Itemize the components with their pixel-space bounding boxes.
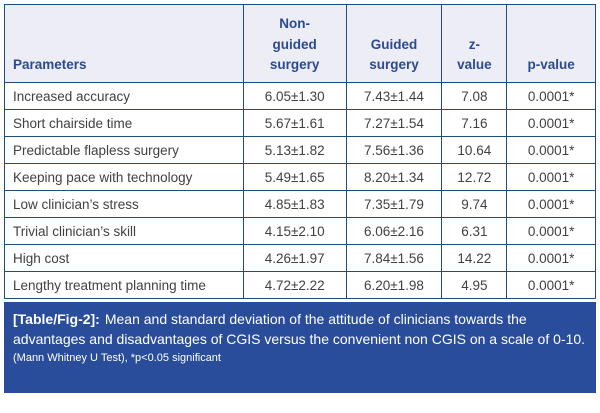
col-header-guided-surgery: Guided surgery — [345, 4, 443, 83]
table-row: High cost 4.26±1.97 7.84±1.56 14.22 0.0001* — [4, 244, 596, 272]
parameter-cell: Increased accuracy — [4, 82, 244, 110]
parameter-cell: Keeping pace with technology — [4, 163, 244, 191]
value-cell: 0.0001* — [506, 217, 596, 245]
results-table: Parameters Non- guided surgery Guided su… — [4, 4, 596, 299]
col-header-z-value: z- value — [441, 4, 508, 83]
parameter-cell: Short chairside time — [4, 109, 244, 137]
value-cell: 4.72±2.22 — [242, 271, 347, 299]
caption-note: (Mann Whitney U Test), *p<0.05 significa… — [13, 352, 221, 365]
value-cell: 0.0001* — [506, 244, 596, 272]
caption-text: Mean and standard deviation of the attit… — [13, 311, 586, 348]
table-row: Keeping pace with technology 5.49±1.65 8.2… — [4, 163, 596, 191]
value-cell: 6.06±2.16 — [345, 217, 443, 245]
caption-main: [Table/Fig-2]: Mean and standard deviatio… — [13, 309, 586, 349]
table-row: Increased accuracy 6.05±1.30 7.43±1.44 7.08… — [4, 82, 596, 110]
value-cell: 5.67±1.61 — [242, 109, 347, 137]
value-cell: 7.16 — [441, 109, 508, 137]
value-cell: 7.56±1.36 — [345, 136, 443, 164]
col-header-non-guided-surgery: Non- guided surgery — [242, 4, 347, 83]
value-cell: 5.49±1.65 — [242, 163, 347, 191]
value-cell: 12.72 — [441, 163, 508, 191]
value-cell: 7.43±1.44 — [345, 82, 443, 110]
value-cell: 4.95 — [441, 271, 508, 299]
value-cell: 0.0001* — [506, 136, 596, 164]
value-cell: 4.26±1.97 — [242, 244, 347, 272]
header-row: Parameters Non- guided surgery Guided su… — [4, 4, 596, 83]
value-cell: 7.84±1.56 — [345, 244, 443, 272]
value-cell: 0.0001* — [506, 271, 596, 299]
value-cell: 7.35±1.79 — [345, 190, 443, 218]
value-cell: 4.15±2.10 — [242, 217, 347, 245]
caption-label: [Table/Fig-2]: — [13, 311, 100, 327]
col-header-parameters: Parameters — [4, 4, 244, 83]
value-cell: 0.0001* — [506, 82, 596, 110]
value-cell: 0.0001* — [506, 163, 596, 191]
table-header: Parameters Non- guided surgery Guided su… — [4, 4, 596, 83]
parameter-cell: Trivial clinician’s skill — [4, 217, 244, 245]
parameter-cell: High cost — [4, 244, 244, 272]
value-cell: 5.13±1.82 — [242, 136, 347, 164]
value-cell: 14.22 — [441, 244, 508, 272]
parameter-cell: Predictable flapless surgery — [4, 136, 244, 164]
table-body: Increased accuracy 6.05±1.30 7.43±1.44 7.08… — [4, 82, 596, 299]
value-cell: 9.74 — [441, 190, 508, 218]
value-cell: 6.05±1.30 — [242, 82, 347, 110]
value-cell: 6.20±1.98 — [345, 271, 443, 299]
table-row: Low clinician’s stress 4.85±1.83 7.35±1.79… — [4, 190, 596, 218]
value-cell: 7.08 — [441, 82, 508, 110]
parameter-cell: Low clinician’s stress — [4, 190, 244, 218]
value-cell: 0.0001* — [506, 190, 596, 218]
value-cell: 0.0001* — [506, 109, 596, 137]
parameter-cell: Lengthy treatment planning time — [4, 271, 244, 299]
value-cell: 10.64 — [441, 136, 508, 164]
value-cell: 4.85±1.83 — [242, 190, 347, 218]
table-row: Predictable flapless surgery 5.13±1.82 7.5… — [4, 136, 596, 164]
value-cell: 8.20±1.34 — [345, 163, 443, 191]
col-header-p-value: p-value — [506, 4, 596, 83]
table-row: Trivial clinician’s skill 4.15±2.10 6.06±2… — [4, 217, 596, 245]
table-caption: [Table/Fig-2]: Mean and standard deviatio… — [4, 302, 596, 393]
value-cell: 6.31 — [441, 217, 508, 245]
value-cell: 7.27±1.54 — [345, 109, 443, 137]
table-row: Short chairside time 5.67±1.61 7.27±1.54 7.… — [4, 109, 596, 137]
table-row: Lengthy treatment planning time 4.72±2.22… — [4, 271, 596, 299]
